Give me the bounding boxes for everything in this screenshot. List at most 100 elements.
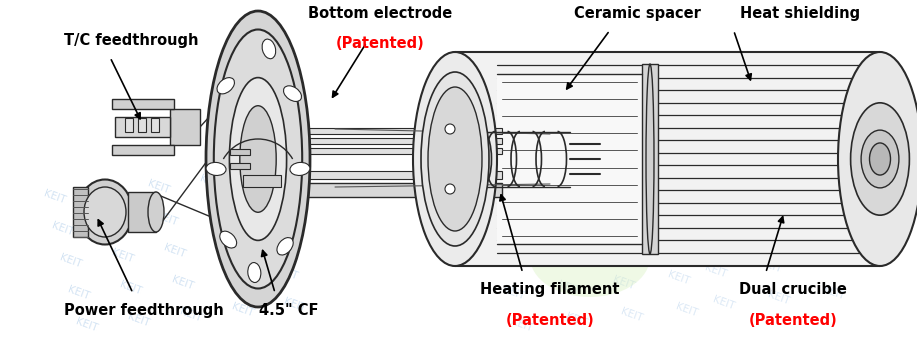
Bar — [125, 118, 133, 132]
Text: KEIT: KEIT — [155, 210, 180, 227]
Bar — [497, 74, 642, 244]
Ellipse shape — [206, 162, 226, 176]
Text: KEIT: KEIT — [588, 179, 613, 195]
Text: KEIT: KEIT — [171, 274, 195, 292]
Text: KEIT: KEIT — [111, 247, 136, 265]
Bar — [230, 149, 250, 155]
Text: KEIT: KEIT — [703, 263, 728, 280]
Ellipse shape — [428, 87, 482, 231]
Text: KEIT: KEIT — [223, 270, 248, 286]
Text: KEIT: KEIT — [658, 238, 683, 254]
Ellipse shape — [530, 217, 650, 297]
Text: KEIT: KEIT — [147, 179, 171, 195]
Ellipse shape — [229, 78, 287, 240]
Text: KEIT: KEIT — [806, 220, 830, 238]
Bar — [285, 183, 502, 197]
Text: Heating filament: Heating filament — [481, 282, 620, 297]
Bar — [138, 118, 146, 132]
Ellipse shape — [277, 238, 293, 255]
Text: KEIT: KEIT — [565, 311, 590, 329]
Text: KEIT: KEIT — [275, 265, 299, 281]
Bar — [112, 145, 174, 155]
Text: KEIT: KEIT — [751, 225, 775, 243]
Text: KEIT: KEIT — [50, 220, 75, 238]
Ellipse shape — [421, 72, 489, 246]
Text: KEIT: KEIT — [94, 183, 119, 201]
Text: KEIT: KEIT — [643, 174, 668, 190]
Bar — [112, 99, 174, 109]
Ellipse shape — [838, 52, 917, 266]
Bar — [243, 175, 281, 187]
Ellipse shape — [646, 64, 654, 254]
Ellipse shape — [240, 106, 276, 212]
Ellipse shape — [851, 103, 910, 215]
Bar — [285, 148, 502, 154]
Text: KEIT: KEIT — [548, 247, 573, 265]
Text: KEIT: KEIT — [767, 289, 791, 307]
Text: KEIT: KEIT — [533, 183, 558, 201]
Text: KEIT: KEIT — [612, 274, 636, 292]
Text: Bottom electrode: Bottom electrode — [308, 6, 453, 21]
Text: KEIT: KEIT — [822, 284, 846, 302]
Ellipse shape — [861, 130, 899, 188]
Ellipse shape — [206, 11, 310, 307]
Text: KEIT: KEIT — [206, 206, 231, 222]
Text: (Patented): (Patented) — [337, 36, 425, 51]
Text: KEIT: KEIT — [696, 231, 720, 248]
Bar — [115, 117, 170, 137]
Text: KEIT: KEIT — [267, 233, 292, 249]
Bar — [170, 109, 200, 145]
Ellipse shape — [290, 162, 310, 176]
Text: KEIT: KEIT — [162, 242, 187, 259]
Ellipse shape — [283, 86, 302, 101]
Text: KEIT: KEIT — [478, 188, 503, 206]
Text: KEIT: KEIT — [603, 242, 628, 259]
Text: KEIT: KEIT — [199, 174, 223, 190]
Text: KEIT: KEIT — [712, 295, 736, 311]
Text: Power feedthrough: Power feedthrough — [64, 303, 224, 317]
Text: (Patented): (Patented) — [749, 313, 837, 328]
Bar — [151, 118, 159, 132]
Ellipse shape — [248, 263, 260, 282]
Bar — [285, 171, 502, 179]
Text: KEIT: KEIT — [282, 297, 307, 313]
Bar — [285, 128, 502, 134]
Text: KEIT: KEIT — [103, 215, 127, 233]
Text: Dual crucible: Dual crucible — [739, 282, 847, 297]
Ellipse shape — [220, 231, 237, 248]
Text: KEIT: KEIT — [675, 302, 700, 318]
Bar — [455, 52, 880, 266]
Bar — [230, 163, 250, 169]
Text: KEIT: KEIT — [493, 252, 518, 270]
Text: KEIT: KEIT — [502, 284, 526, 302]
Text: KEIT: KEIT — [557, 279, 581, 297]
Text: KEIT: KEIT — [813, 252, 838, 270]
Text: (Patented): (Patented) — [506, 313, 594, 328]
Text: KEIT: KEIT — [620, 306, 645, 324]
Text: T/C feedthrough: T/C feedthrough — [64, 33, 199, 48]
Ellipse shape — [84, 187, 126, 237]
Ellipse shape — [148, 192, 164, 232]
Text: KEIT: KEIT — [215, 238, 239, 254]
Ellipse shape — [445, 124, 455, 134]
Text: Heat shielding: Heat shielding — [740, 6, 859, 21]
Text: KEIT: KEIT — [798, 188, 823, 206]
Ellipse shape — [78, 180, 132, 245]
Bar — [642, 64, 658, 254]
Text: KEIT: KEIT — [541, 215, 565, 233]
Text: KEIT: KEIT — [758, 257, 783, 275]
Ellipse shape — [869, 143, 890, 175]
Text: KEIT: KEIT — [127, 311, 151, 329]
Text: KEIT: KEIT — [486, 220, 510, 238]
Ellipse shape — [413, 52, 497, 266]
Text: Ceramic spacer: Ceramic spacer — [574, 6, 701, 21]
Ellipse shape — [445, 184, 455, 194]
Text: KEIT: KEIT — [667, 270, 691, 286]
Text: 4.5" CF: 4.5" CF — [260, 303, 318, 317]
Bar — [285, 138, 502, 144]
Text: KEIT: KEIT — [43, 188, 67, 206]
Text: KEIT: KEIT — [651, 206, 675, 222]
Text: KEIT: KEIT — [59, 252, 83, 270]
Bar — [128, 192, 156, 232]
Bar — [73, 187, 88, 237]
